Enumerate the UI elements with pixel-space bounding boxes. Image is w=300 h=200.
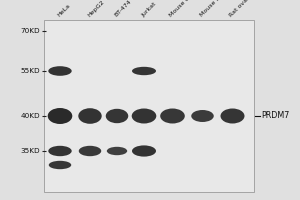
Text: 40KD: 40KD (20, 113, 40, 119)
Ellipse shape (78, 108, 102, 124)
Text: 70KD: 70KD (20, 28, 40, 34)
Ellipse shape (132, 108, 156, 123)
Ellipse shape (220, 108, 244, 123)
Text: HepG2: HepG2 (86, 0, 105, 18)
Text: BT-474: BT-474 (113, 0, 132, 18)
Ellipse shape (48, 66, 72, 76)
Ellipse shape (132, 145, 156, 157)
Ellipse shape (79, 146, 101, 156)
Text: 55KD: 55KD (20, 68, 40, 74)
Ellipse shape (107, 147, 127, 155)
Text: Mouse ovary: Mouse ovary (169, 0, 201, 18)
FancyBboxPatch shape (44, 20, 254, 192)
Text: 35KD: 35KD (20, 148, 40, 154)
Text: Rat ovary: Rat ovary (229, 0, 254, 18)
Ellipse shape (106, 109, 128, 123)
Text: HeLa: HeLa (56, 3, 71, 18)
Ellipse shape (48, 108, 72, 124)
Ellipse shape (132, 67, 156, 75)
Ellipse shape (191, 110, 214, 122)
Text: Mouse intestine: Mouse intestine (199, 0, 238, 18)
Text: PRDM7: PRDM7 (261, 112, 290, 120)
Text: Jurkat: Jurkat (140, 1, 157, 18)
Ellipse shape (48, 146, 72, 156)
Ellipse shape (49, 161, 71, 169)
Ellipse shape (160, 108, 185, 123)
